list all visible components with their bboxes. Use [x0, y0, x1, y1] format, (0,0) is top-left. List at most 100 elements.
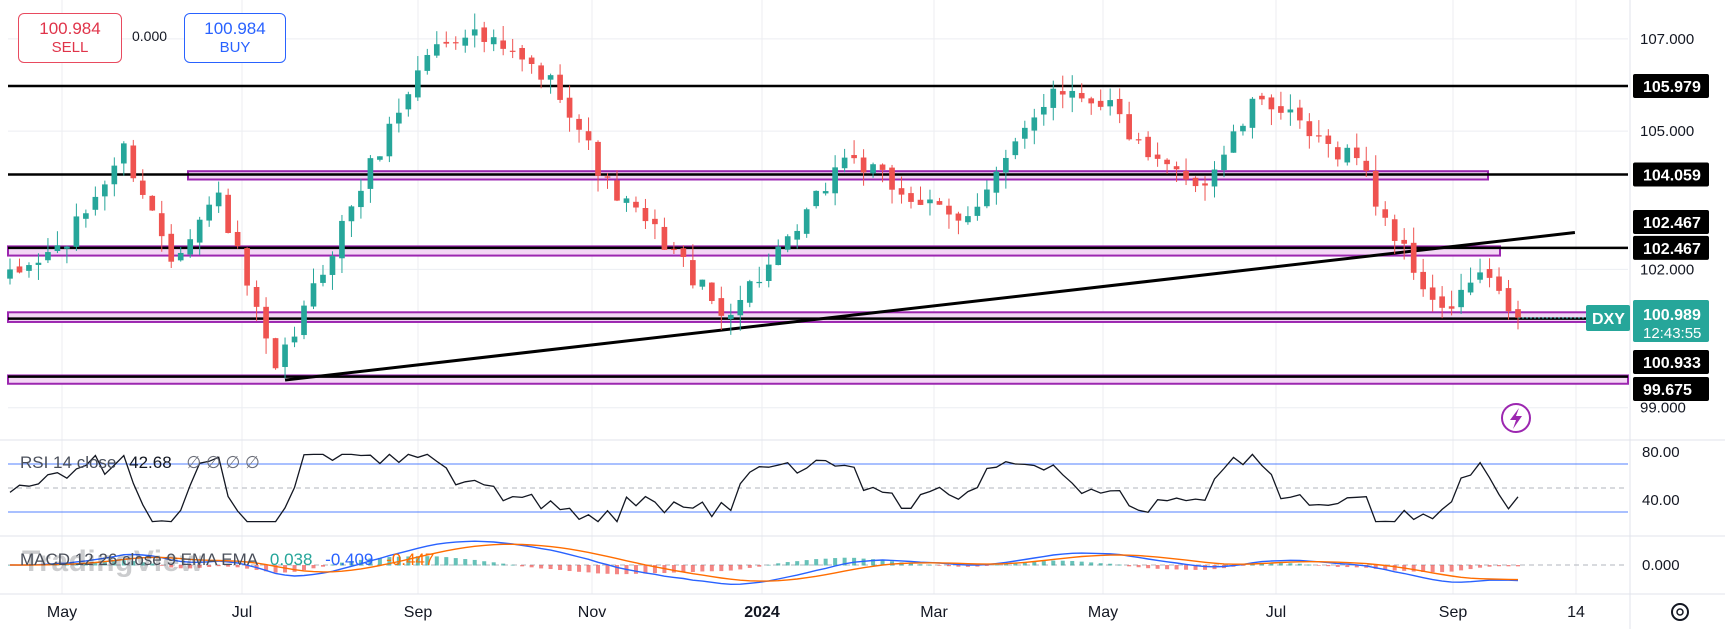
- macd-histogram-bar: [302, 565, 307, 571]
- macd-histogram-bar: [425, 556, 430, 566]
- candle-body: [1116, 98, 1123, 115]
- candle-body: [519, 47, 525, 60]
- candle-body: [509, 50, 516, 52]
- macd-histogram-bar: [434, 556, 439, 566]
- macd-histogram-bar: [1335, 565, 1340, 567]
- candle-body: [1003, 157, 1009, 173]
- macd-legend[interactable]: MACD 12 26 close 9 EMA EMA 0.038 -0.409 …: [20, 550, 434, 570]
- macd-histogram-bar: [520, 565, 525, 567]
- candle-body: [557, 74, 563, 100]
- candle-body: [604, 176, 611, 178]
- candle-body: [917, 199, 924, 205]
- candle-body: [1126, 114, 1132, 140]
- macd-histogram-bar: [1022, 562, 1027, 566]
- candle-body: [1107, 100, 1114, 107]
- buy-label: BUY: [219, 39, 251, 56]
- candle-body: [1078, 93, 1085, 99]
- current-price-tag-text: 100.989: [1643, 307, 1701, 324]
- candle-body: [45, 252, 51, 261]
- macd-histogram-bar: [596, 565, 601, 574]
- macd-histogram-bar: [235, 565, 240, 568]
- time-axis-tick: 2024: [744, 604, 780, 621]
- candle-body: [130, 145, 137, 179]
- macd-signal-line: [10, 543, 1519, 582]
- macd-histogram-bar: [1478, 565, 1483, 568]
- time-axis-tick: Jul: [232, 604, 252, 621]
- level-price-tag: [1633, 377, 1709, 401]
- candle-body: [73, 216, 80, 247]
- candle-body: [974, 206, 981, 216]
- candle-body: [1069, 90, 1076, 98]
- candle-body: [1467, 282, 1474, 293]
- macd-histogram-bar: [178, 565, 183, 569]
- candle-body: [102, 184, 108, 197]
- macd-histogram-bar: [216, 565, 221, 567]
- macd-histogram-bar: [444, 557, 449, 566]
- time-axis-tick: May: [47, 604, 77, 621]
- candle-body: [348, 206, 355, 222]
- macd-histogram-bar: [1411, 565, 1416, 572]
- trendline: [284, 231, 1576, 382]
- tradingview-watermark: TradingView: [22, 545, 204, 578]
- candle-body: [196, 219, 203, 243]
- candle-body: [92, 196, 99, 210]
- macd-histogram-bar: [633, 565, 638, 574]
- candle-body: [1382, 209, 1389, 218]
- sell-price: 100.984: [39, 19, 101, 38]
- candle-body: [1259, 95, 1265, 100]
- level-price-tag-text: 100.933: [1643, 355, 1701, 372]
- current-price-tag: [1633, 300, 1709, 343]
- macd-histogram-bar: [1516, 565, 1520, 567]
- candle-body: [1021, 127, 1028, 139]
- candle-body: [576, 118, 582, 130]
- candle-body: [547, 75, 554, 80]
- price-axis-tick: 105.000: [1640, 123, 1694, 140]
- macd-histogram-bar: [264, 565, 269, 572]
- macd-histogram-bar: [1240, 565, 1245, 566]
- candle-body: [813, 190, 819, 207]
- macd-histogram-bar: [890, 561, 895, 566]
- candle-body: [652, 218, 658, 225]
- candle-body: [984, 189, 990, 207]
- macd-histogram-bar: [766, 564, 771, 566]
- macd-histogram-bar: [377, 557, 382, 566]
- candle-body: [358, 190, 364, 208]
- candle-body: [64, 246, 70, 249]
- candle-body: [614, 180, 620, 201]
- macd-histogram-bar: [1089, 562, 1094, 566]
- sell-button[interactable]: 100.984 SELL: [18, 13, 122, 63]
- buy-button[interactable]: 100.984 BUY: [184, 13, 286, 63]
- macd-histogram-bar: [245, 565, 250, 569]
- macd-histogram-bar: [709, 565, 714, 572]
- candle-body: [396, 112, 402, 124]
- macd-histogram-bar: [1051, 560, 1056, 566]
- level-price-tag: [1633, 350, 1709, 374]
- macd-histogram-bar: [1278, 563, 1283, 566]
- macd-histogram-bar: [1146, 565, 1151, 569]
- macd-histogram-bar: [965, 565, 970, 567]
- macd-histogram-bar: [226, 565, 231, 567]
- candle-body: [1173, 166, 1180, 170]
- candle-body: [1486, 269, 1493, 278]
- candle-body: [26, 265, 32, 271]
- candle-body: [7, 269, 13, 279]
- macd-histogram-bar: [1108, 563, 1113, 566]
- candle-body: [784, 236, 791, 250]
- candle-body: [83, 213, 89, 219]
- rsi-legend[interactable]: RSI 14 close 42.68 ∅ ∅ ∅ ∅: [20, 453, 260, 473]
- macd-histogram-bar: [197, 565, 202, 568]
- candle-body: [709, 282, 715, 301]
- macd-histogram-bar: [1269, 562, 1274, 566]
- macd-histogram-bar: [681, 565, 686, 573]
- macd-histogram-bar: [994, 564, 999, 566]
- candle-body: [623, 198, 630, 203]
- macd-histogram-bar: [330, 564, 335, 566]
- candle-body: [206, 204, 212, 221]
- level-price-tag: [1633, 210, 1709, 234]
- macd-histogram-bar: [1184, 565, 1189, 570]
- candle-body: [746, 281, 753, 303]
- candle-body: [215, 192, 222, 207]
- level-price-tag: [1633, 235, 1709, 260]
- level-price-tag-text: 102.467: [1643, 215, 1701, 232]
- macd-histogram-bar: [795, 561, 800, 566]
